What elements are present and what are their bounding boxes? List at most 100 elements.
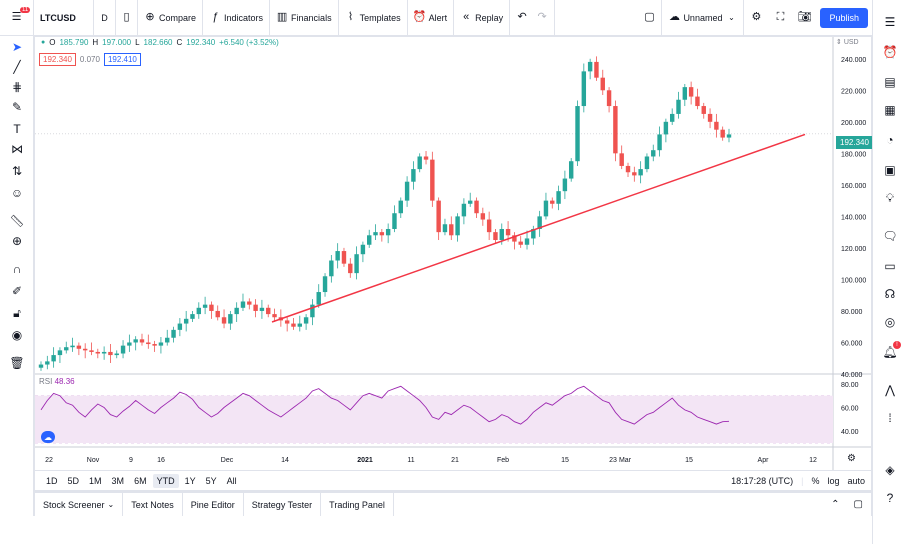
cursor-icon[interactable]: ➤	[11, 40, 23, 54]
candle-body	[190, 314, 195, 319]
candle-body	[165, 337, 170, 343]
brush-icon[interactable]: ✎	[11, 100, 23, 114]
clock[interactable]: 18:17:28 (UTC)	[731, 475, 794, 486]
publish-button[interactable]: Publish	[820, 7, 868, 28]
tab-stock-screener[interactable]: Stock Screener ⌄	[35, 493, 124, 516]
candle-body	[127, 342, 132, 346]
data-window-icon[interactable]: ▦	[884, 103, 896, 117]
range-3m[interactable]: 3M	[111, 475, 125, 486]
tab-strategy-tester[interactable]: Strategy Tester	[244, 493, 322, 516]
undo-icon[interactable]: ↶	[517, 11, 527, 23]
tab-trading-panel[interactable]: Trading Panel	[321, 493, 394, 516]
snapshot-button[interactable]: 📷︎	[792, 0, 816, 35]
watchlist-icon[interactable]: ☰	[884, 15, 896, 29]
chat-icon[interactable]: 🗨︎	[882, 229, 898, 243]
rsi-line	[40, 385, 730, 425]
indicators-button[interactable]: ƒ Indicators	[203, 0, 271, 35]
calendar-icon[interactable]: ▣	[884, 163, 896, 177]
pattern-icon[interactable]: ⋈	[11, 142, 23, 156]
bid-button[interactable]: 192.340	[39, 53, 76, 66]
trading-icon[interactable]: ⋀	[885, 383, 895, 397]
fib-icon[interactable]: ⋕	[11, 80, 23, 94]
candle-body	[76, 345, 82, 349]
axis-settings-icon[interactable]: ⚙	[847, 453, 856, 464]
tab-pine-editor[interactable]: Pine Editor	[183, 493, 244, 516]
settings-button[interactable]: ⚙	[744, 0, 768, 35]
stay-drawing-icon[interactable]: ✐	[11, 284, 23, 298]
help-icon[interactable]: ?	[886, 491, 894, 505]
notifications-icon[interactable]: 🔔︎!	[882, 341, 901, 360]
tv-logo-icon[interactable]: ☁	[41, 431, 55, 443]
candle-body	[461, 203, 467, 217]
trash-icon[interactable]: 🗑︎	[9, 356, 25, 370]
redo-icon[interactable]: ↷	[537, 11, 547, 23]
candle-body	[701, 106, 706, 114]
chart-type-button[interactable]: ▯	[116, 0, 138, 35]
layout-name: Unnamed	[683, 12, 723, 23]
maximize-icon[interactable]: ▢	[853, 499, 863, 510]
ideas-icon[interactable]: 💡︎	[885, 190, 895, 205]
auto-toggle[interactable]: auto	[847, 475, 865, 486]
range-1y[interactable]: 1Y	[184, 475, 196, 486]
range-5d[interactable]: 5D	[67, 475, 80, 486]
candle-body	[449, 224, 454, 236]
range-all[interactable]: All	[226, 475, 237, 486]
percent-toggle[interactable]: %	[811, 475, 820, 486]
ruler-icon[interactable]: 📏︎	[9, 214, 25, 228]
price-axis[interactable]: 80.000 100.000 120.000 140.000 160.000 180.00…	[841, 57, 866, 436]
layers-icon[interactable]: ◈	[885, 463, 895, 477]
fullscreen-toggle[interactable]: ▢	[637, 0, 663, 35]
layout-button[interactable]: ☁ Unnamed ⌄	[662, 0, 745, 35]
candle-body	[95, 351, 101, 354]
trend-line[interactable]	[271, 133, 806, 323]
chart-svg[interactable]: 80.000 100.000 120.000 140.000 160.000 180.00…	[35, 37, 871, 470]
candle-body	[64, 347, 69, 351]
range-1d[interactable]: 1D	[46, 475, 58, 486]
candle-body	[550, 200, 555, 204]
symbol-search[interactable]: LTCUSD	[34, 0, 94, 35]
time-axis[interactable]: 22 Nov 9 16 Dec 14 2021 11 21 Feb 15 23 Mar 15 Apr 12	[45, 457, 817, 464]
expand-button[interactable]: ⛶	[768, 0, 792, 35]
range-6m[interactable]: 6M	[134, 475, 147, 486]
lock-icon[interactable]: 🔓︎	[13, 305, 21, 320]
zoom-in-icon[interactable]: ⊕	[11, 234, 23, 248]
dom-icon[interactable]: ⁞	[888, 411, 892, 425]
hotlist-icon[interactable]: ◔	[886, 133, 894, 147]
candle-body	[707, 113, 713, 122]
magnet-icon[interactable]: ∩	[12, 262, 22, 276]
range-ytd[interactable]: YTD	[152, 473, 179, 488]
interval-button[interactable]: D	[94, 0, 116, 35]
chart-area[interactable]: 80.000 100.000 120.000 140.000 160.000 180.00…	[35, 37, 873, 490]
replay-button[interactable]: « Replay	[454, 0, 511, 35]
alert-button[interactable]: ⏰ Alert	[408, 0, 455, 35]
range-5y[interactable]: 5Y	[205, 475, 217, 486]
financials-button[interactable]: ▥ Financials	[270, 0, 339, 35]
templates-button[interactable]: ⌇ Templates	[339, 0, 408, 35]
time-tick-label: Dec	[221, 457, 234, 464]
emoji-icon[interactable]: ☺	[10, 186, 24, 200]
candle-body	[209, 304, 214, 311]
eye-icon[interactable]: ◉	[11, 328, 23, 342]
time-tick-label: Apr	[758, 457, 770, 464]
tab-text-notes[interactable]: Text Notes	[123, 493, 183, 516]
candle-body	[360, 244, 366, 255]
time-tick-label: 2021	[357, 457, 373, 464]
ask-button[interactable]: 192.410	[103, 53, 141, 66]
main-menu-button[interactable]: ☰ 11	[0, 0, 34, 35]
prediction-icon[interactable]: ⇅	[11, 164, 23, 178]
l-label: L	[135, 38, 140, 47]
range-1m[interactable]: 1M	[89, 475, 102, 486]
text-icon[interactable]: T	[13, 122, 21, 136]
chevron-up-icon[interactable]: ⌃	[831, 499, 840, 510]
compare-button[interactable]: ⊕ Compare	[138, 0, 204, 35]
log-toggle[interactable]: log	[827, 475, 840, 486]
streams-icon[interactable]: ◎	[884, 315, 896, 329]
trend-line-icon[interactable]: ╱	[13, 60, 21, 74]
alarm-clock-icon[interactable]: ⏰	[882, 45, 898, 59]
support-icon[interactable]: ☊	[884, 287, 896, 301]
open-value: 185.790	[59, 38, 89, 47]
news-icon[interactable]: ▤	[884, 75, 896, 89]
messages-icon[interactable]: ▭	[884, 259, 896, 273]
candle-body	[537, 216, 542, 229]
candle-body	[259, 307, 265, 311]
